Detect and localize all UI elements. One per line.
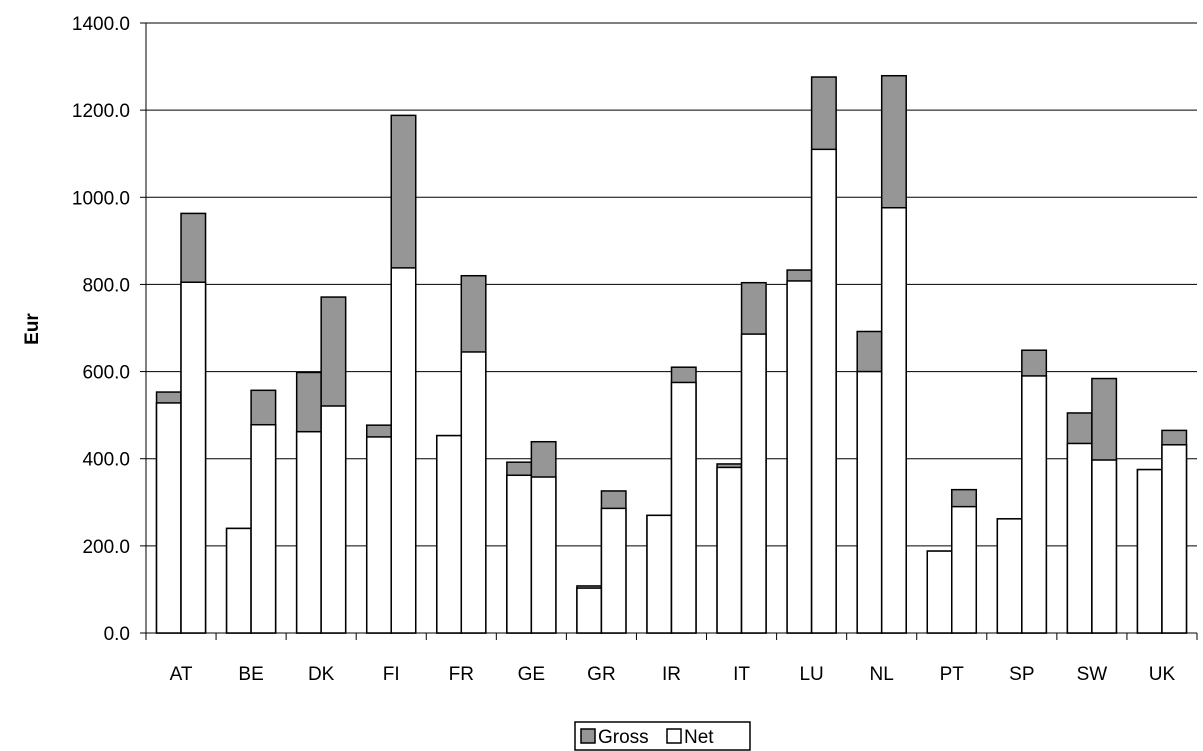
- x-tick-label: SP: [1009, 664, 1034, 685]
- bar-net: [365, 436, 392, 634]
- x-tick-label: LU: [799, 664, 823, 685]
- bar-net: [530, 476, 557, 634]
- x-tick-label: GE: [518, 664, 545, 685]
- x-tick-label: DK: [308, 664, 335, 685]
- bar-net: [1091, 459, 1118, 634]
- legend-label-net: Net: [684, 727, 714, 748]
- x-tick-label: FR: [449, 664, 474, 685]
- bar-net: [390, 267, 417, 634]
- bar-net: [436, 434, 463, 634]
- bar-net: [880, 206, 907, 634]
- y-tick-label: 1000.0: [72, 188, 130, 209]
- legend-box: [574, 721, 751, 751]
- x-tick-label: NL: [870, 664, 894, 685]
- bar-net: [1136, 468, 1163, 634]
- bar-net: [786, 280, 813, 634]
- legend-swatch-net: [666, 728, 682, 744]
- bar-net: [250, 423, 277, 634]
- bar-net: [460, 351, 487, 634]
- bar-net: [576, 587, 603, 634]
- y-tick-label: 1200.0: [72, 101, 130, 122]
- y-tick-label: 400.0: [82, 450, 130, 471]
- x-tick-label: SW: [1077, 664, 1108, 685]
- y-axis-label: Eur: [22, 313, 43, 345]
- y-tick-label: 200.0: [82, 537, 130, 558]
- x-tick-label: AT: [170, 664, 193, 685]
- bar-net: [1161, 444, 1188, 634]
- y-tick-label: 0.0: [104, 624, 130, 645]
- x-tick-label: IR: [662, 664, 681, 685]
- legend: Gross Net: [574, 721, 751, 751]
- bar-net: [1066, 442, 1093, 634]
- x-tick-label: BE: [238, 664, 263, 685]
- x-tick-label: FI: [383, 664, 400, 685]
- legend-label-gross: Gross: [598, 727, 649, 748]
- bar-net: [740, 333, 767, 634]
- x-tick-label: GR: [587, 664, 616, 685]
- bars: [155, 74, 1188, 634]
- bar-net: [155, 402, 182, 634]
- bar-net: [506, 474, 533, 634]
- bar-net: [926, 550, 953, 634]
- bar-net: [1021, 375, 1048, 634]
- legend-swatch-gross: [580, 728, 596, 744]
- y-tick-label: 800.0: [82, 275, 130, 296]
- bar-net: [951, 505, 978, 634]
- bar-net: [320, 405, 347, 634]
- x-tick-label: UK: [1149, 664, 1176, 685]
- bar-net: [225, 527, 252, 634]
- y-tick-label: 1400.0: [72, 14, 130, 35]
- axes: 0.0 200.0 400.0 600.0 800.0 1000.0 1200.0 1400.…: [72, 14, 1198, 685]
- bar-net: [670, 381, 697, 634]
- bar-net: [996, 518, 1023, 634]
- y-tick-label: 600.0: [82, 363, 130, 384]
- bar-net: [646, 514, 673, 634]
- x-tick-label: IT: [733, 664, 750, 685]
- bar-net: [856, 370, 883, 634]
- bar-net: [600, 507, 627, 634]
- bar-net: [716, 466, 743, 634]
- x-tick-label: PT: [940, 664, 965, 685]
- bar-net: [295, 430, 322, 634]
- bar-net: [180, 281, 207, 634]
- bar-net: [810, 148, 837, 634]
